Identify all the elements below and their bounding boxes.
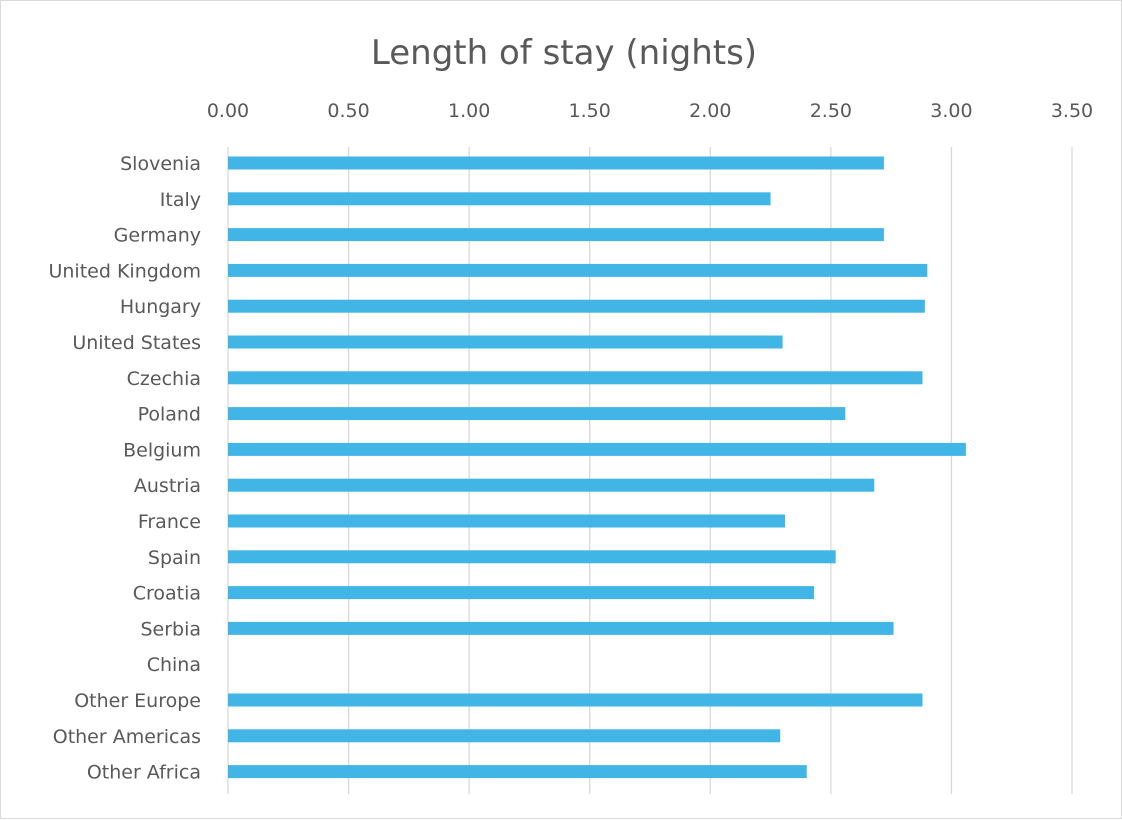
category-label: Italy	[160, 189, 201, 211]
category-label: Slovenia	[120, 153, 201, 175]
bar	[228, 407, 846, 421]
bar	[228, 371, 923, 385]
x-tick-label: 1.50	[569, 100, 611, 122]
bar	[228, 156, 884, 170]
x-tick-label: 0.00	[207, 100, 249, 122]
category-label: Other Europe	[74, 690, 201, 712]
chart-title: Length of stay (nights)	[371, 33, 757, 73]
bar	[228, 228, 884, 242]
bar	[228, 550, 836, 564]
category-label: Germany	[114, 225, 201, 247]
category-label: Spain	[148, 547, 201, 569]
category-label: Serbia	[140, 618, 201, 640]
category-label: Hungary	[120, 296, 201, 318]
bar	[228, 263, 928, 277]
x-tick-label: 3.00	[930, 100, 972, 122]
bar	[228, 299, 925, 313]
category-label: United States	[72, 332, 201, 354]
x-tick-label: 0.50	[327, 100, 369, 122]
bar	[228, 442, 966, 456]
gridlines	[227, 147, 1073, 794]
bar	[228, 478, 875, 492]
bars	[228, 156, 966, 779]
bar	[228, 765, 807, 779]
bar	[228, 693, 923, 707]
bar	[228, 335, 783, 349]
bar	[228, 729, 781, 743]
category-label: Czechia	[127, 368, 201, 390]
category-label: China	[147, 654, 201, 676]
x-axis-ticks: 0.00 0.50 1.00 1.50 2.00 2.50 3.00 3.50	[207, 100, 1093, 122]
category-label: Poland	[138, 404, 201, 426]
bar	[228, 192, 771, 206]
bar	[228, 586, 814, 600]
bar	[228, 621, 894, 635]
bar	[228, 514, 786, 528]
category-labels: Slovenia Italy Germany United Kingdom Hungar…	[48, 153, 201, 784]
category-label: Austria	[134, 475, 201, 497]
category-label: Other Americas	[53, 726, 201, 748]
x-tick-label: 2.50	[810, 100, 852, 122]
x-tick-label: 3.50	[1051, 100, 1093, 122]
category-label: United Kingdom	[48, 260, 201, 282]
x-tick-label: 1.00	[448, 100, 490, 122]
category-label: Belgium	[123, 439, 201, 461]
category-label: France	[138, 511, 201, 533]
x-tick-label: 2.00	[689, 100, 731, 122]
category-label: Other Africa	[87, 762, 201, 784]
category-label: Croatia	[133, 583, 201, 605]
